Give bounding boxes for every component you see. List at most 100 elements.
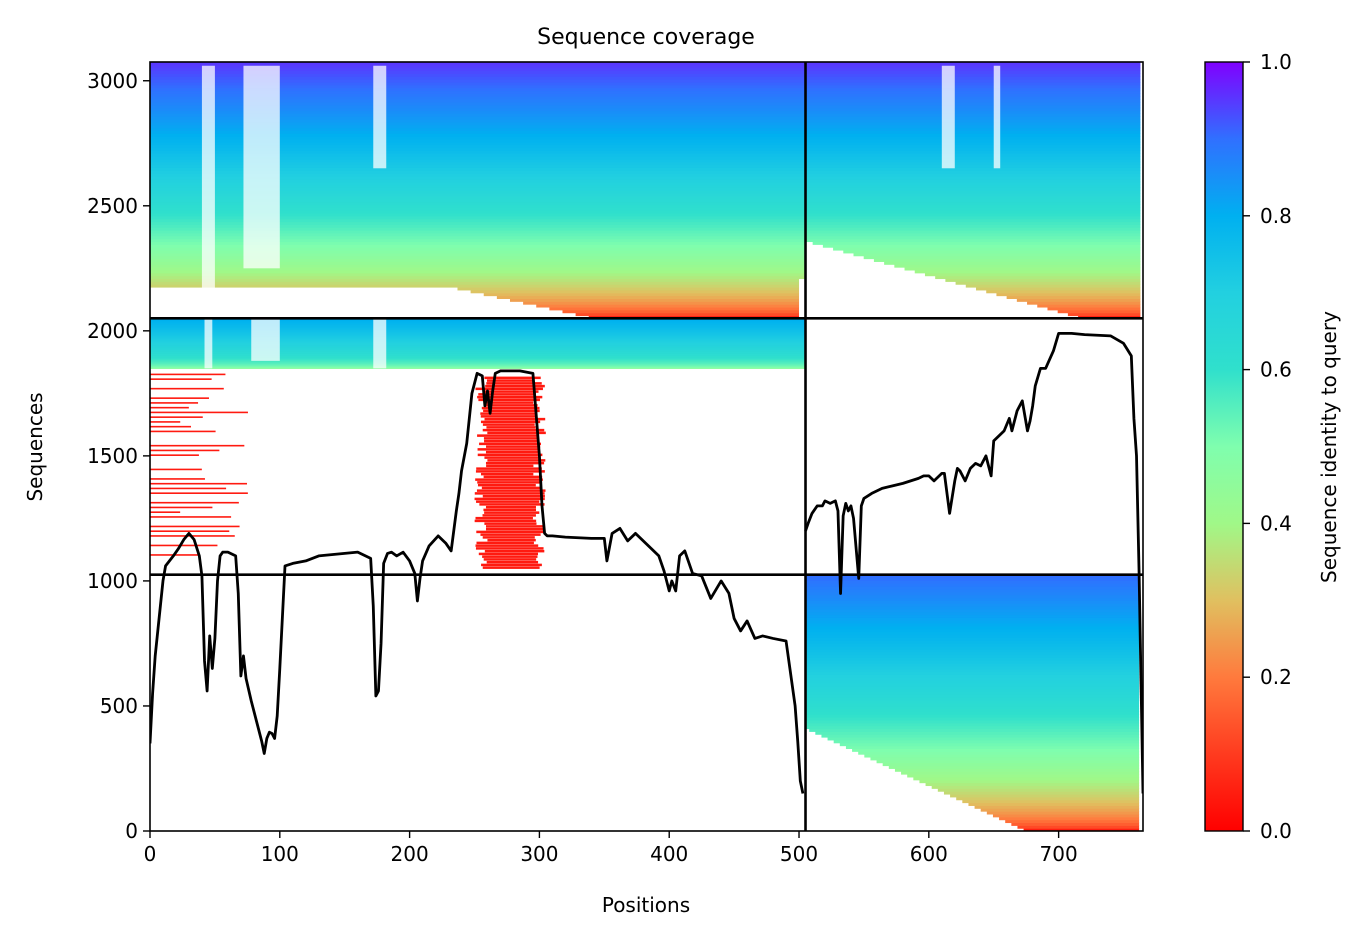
coverage-row [827, 737, 1140, 741]
coverage-row [853, 252, 1141, 257]
coverage-row [150, 267, 806, 271]
y-tick-label: 2000 [87, 319, 138, 343]
coverage-row [150, 141, 806, 146]
coverage-row [805, 620, 1140, 624]
coverage-gap [373, 318, 387, 369]
coverage-row [150, 397, 209, 399]
coverage-row [150, 272, 806, 277]
coverage-row [805, 232, 1141, 237]
coverage-row [805, 238, 1141, 243]
coverage-row [150, 241, 806, 245]
coverage-row [805, 138, 1141, 143]
coverage-row [470, 289, 800, 294]
coverage-row [805, 600, 1140, 604]
coverage-row [805, 608, 1140, 613]
coverage-row [150, 252, 806, 257]
coverage-row [805, 133, 1141, 137]
coverage-row [992, 813, 1140, 818]
coverage-row [150, 155, 806, 160]
colorbar [1204, 61, 1244, 832]
chart-title: Sequence coverage [537, 25, 755, 50]
coverage-row [150, 198, 806, 203]
coverage-row [477, 453, 543, 457]
coverage-row [805, 583, 1140, 587]
coverage-row [486, 379, 534, 382]
coverage-row [805, 714, 1140, 718]
coverage-row [482, 494, 545, 498]
coverage-gap [993, 65, 1001, 169]
coverage-row [150, 454, 199, 456]
coverage-row [150, 79, 806, 83]
coverage-row [484, 401, 534, 404]
coverage-row [476, 541, 534, 545]
coverage-row [150, 133, 806, 137]
coverage-row [482, 566, 540, 569]
coverage-row [1047, 306, 1141, 311]
coverage-row [805, 717, 1140, 721]
coverage-row [845, 745, 1140, 750]
coverage-line-chain-b [804, 331, 1143, 794]
coverage-row [480, 472, 534, 476]
coverage-row [481, 486, 542, 490]
coverage-row [805, 130, 1141, 134]
coverage-row [549, 306, 800, 311]
coverage-row [805, 155, 1141, 160]
coverage-row [150, 468, 202, 471]
coverage-row [805, 235, 1141, 240]
coverage-row [475, 516, 533, 520]
coverage-row [150, 215, 806, 220]
plot-area [150, 62, 1143, 831]
coverage-row [805, 645, 1140, 650]
coverage-row [150, 124, 806, 129]
coverage-row [986, 811, 1140, 815]
coverage-row [150, 373, 226, 376]
coverage-row [805, 195, 1141, 200]
x-tick-label: 300 [520, 842, 558, 866]
coverage-row [150, 378, 212, 380]
x-tick-label: 400 [650, 842, 688, 866]
coverage-row [536, 304, 800, 308]
coverage-row [812, 241, 1141, 245]
coverage-row [150, 278, 800, 282]
coverage-row [805, 677, 1140, 681]
coverage-row [805, 181, 1141, 186]
coverage-row [150, 190, 806, 194]
coverage-row [805, 99, 1141, 103]
coverage-row [996, 292, 1141, 297]
coverage-row [150, 158, 806, 163]
coverage-row [150, 544, 218, 547]
coverage-row [805, 668, 1140, 673]
coverage-row [882, 762, 1140, 767]
coverage-row [809, 728, 1140, 732]
coverage-row [150, 425, 191, 428]
colorbar-tick-label: 0.8 [1260, 204, 1292, 228]
coverage-row [486, 426, 536, 429]
coverage-row [480, 415, 536, 418]
coverage-row [483, 508, 537, 512]
colorbar-tick-label: 1.0 [1260, 50, 1292, 74]
coverage-row [976, 287, 1141, 291]
coverage-row [150, 478, 205, 480]
coverage-row [150, 227, 806, 231]
coverage-row [805, 685, 1140, 690]
coverage-row [805, 694, 1140, 698]
coverage-row [150, 150, 806, 154]
coverage-row [487, 459, 546, 462]
colorbar-tick-label: 0.6 [1260, 358, 1292, 382]
coverage-row [484, 549, 545, 553]
coverage-row [805, 637, 1140, 641]
coverage-gap [251, 318, 280, 361]
coverage-row [562, 309, 800, 314]
coverage-row [805, 628, 1140, 633]
y-tick-label: 1500 [87, 444, 138, 468]
coverage-row [486, 560, 539, 564]
colorbar-tick-label: 0.2 [1260, 665, 1292, 689]
coverage-row [833, 739, 1140, 744]
coverage-row [486, 382, 542, 385]
coverage-row [477, 395, 543, 399]
coverage-row [805, 170, 1141, 174]
coverage-row [482, 555, 538, 558]
coverage-row [150, 525, 240, 528]
coverage-row [962, 799, 1140, 804]
